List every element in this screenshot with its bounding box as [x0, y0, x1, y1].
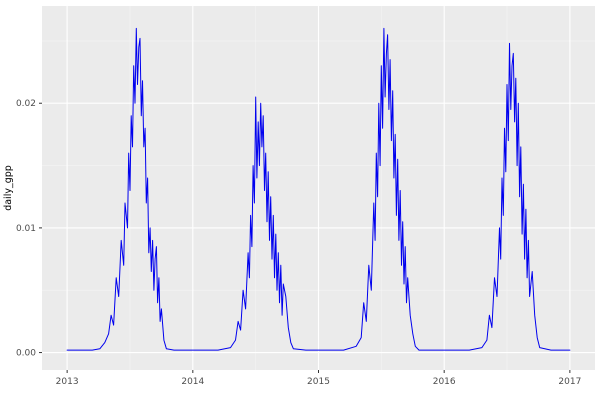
x-tick-label: 2014 [181, 377, 204, 387]
gpp-data-line [66, 27, 571, 351]
x-tick-label: 2013 [56, 377, 79, 387]
x-tick-label: 2017 [558, 377, 581, 387]
y-axis-title: daily_gpp [3, 165, 14, 211]
y-tick-label: 0.00 [16, 349, 36, 359]
y-tick-label: 0.02 [16, 99, 36, 109]
x-tick-label: 2015 [307, 377, 330, 387]
y-tick-label: 0.01 [16, 224, 36, 234]
x-tick-label: 2016 [433, 377, 456, 387]
